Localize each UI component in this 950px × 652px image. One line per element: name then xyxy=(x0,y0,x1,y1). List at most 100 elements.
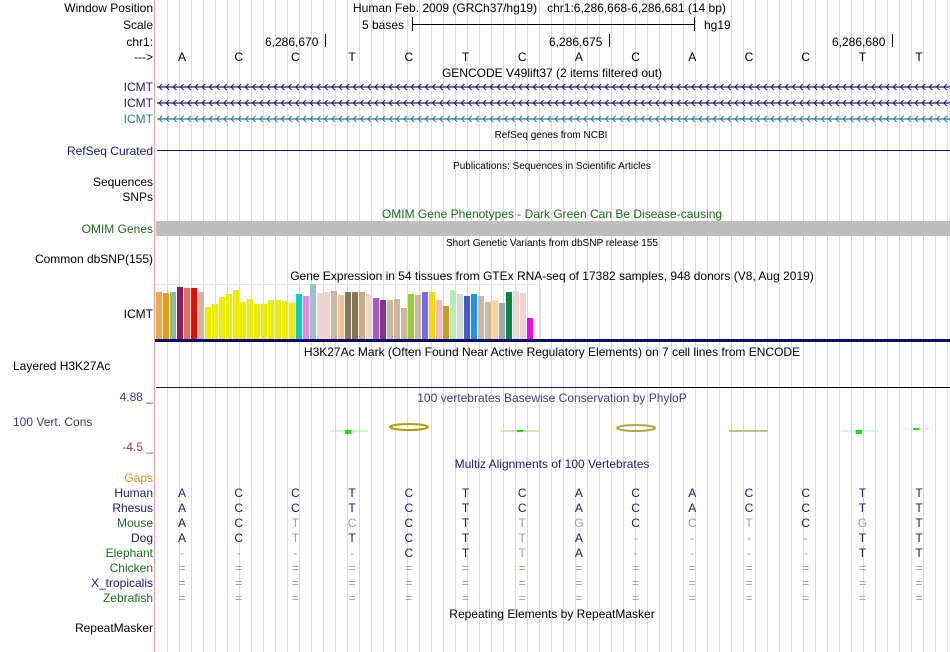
gtex-bar-t38[interactable] xyxy=(415,295,421,339)
gtex-bar-t49[interactable] xyxy=(492,300,498,339)
gtex-bar-t43[interactable] xyxy=(450,290,456,339)
h3k27ac-track-title[interactable]: H3K27Ac Mark (Often Found Near Active Re… xyxy=(303,345,801,359)
gtex-bar-t18[interactable] xyxy=(275,300,281,339)
gtex-bar-t47[interactable] xyxy=(478,296,484,339)
species-label-dog[interactable]: Dog xyxy=(130,531,153,545)
gencode-item-label-2[interactable]: ICMT xyxy=(123,96,153,110)
strand-arrow-icon xyxy=(892,83,897,91)
repeatmasker-label[interactable]: RepeatMasker xyxy=(74,621,153,635)
gtex-bar-t4[interactable] xyxy=(177,287,183,339)
gtex-bar-t10[interactable] xyxy=(219,297,225,339)
publications-track-title[interactable]: Publications: Sequences in Scientific Ar… xyxy=(453,161,651,172)
species-label-zebrafish[interactable]: Zebrafish xyxy=(102,591,153,605)
refseq-track-title[interactable]: RefSeq genes from NCBI xyxy=(494,130,608,141)
omim-label[interactable]: OMIM Genes xyxy=(81,222,153,236)
gtex-bar-t6[interactable] xyxy=(191,288,197,339)
gtex-bar-t23[interactable] xyxy=(310,284,316,339)
dbsnp-track-title[interactable]: Short Genetic Variants from dbSNP releas… xyxy=(446,238,658,249)
gtex-bar-t24[interactable] xyxy=(317,293,323,339)
alignment-base: = xyxy=(858,561,866,575)
gtex-bar-t8[interactable] xyxy=(205,307,211,339)
gtex-bar-t53[interactable] xyxy=(520,293,526,339)
gtex-bar-t44[interactable] xyxy=(457,294,463,339)
gtex-track-title[interactable]: Gene Expression in 54 tissues from GTEx … xyxy=(290,269,814,283)
gtex-bar-t28[interactable] xyxy=(345,292,351,339)
gtex-bar-t45[interactable] xyxy=(464,296,470,339)
gtex-bar-t20[interactable] xyxy=(289,303,295,339)
species-label-rhesus[interactable]: Rhesus xyxy=(112,501,153,515)
refseq-label[interactable]: RefSeq Curated xyxy=(66,144,153,158)
gtex-bar-t40[interactable] xyxy=(429,292,435,339)
strand-arrow-icon xyxy=(849,115,854,123)
gtex-bar-t42[interactable] xyxy=(443,306,449,339)
grid-line xyxy=(659,0,660,652)
gtex-bar-t48[interactable] xyxy=(485,302,491,339)
species-label-x_tropicalis[interactable]: X_tropicalis xyxy=(90,576,153,590)
gtex-bar-t21[interactable] xyxy=(296,294,302,339)
multiz-gaps-label[interactable]: Gaps xyxy=(124,471,153,485)
strand-arrow-icon xyxy=(345,99,350,107)
multiz-track-title[interactable]: Multiz Alignments of 100 Vertebrates xyxy=(454,457,650,471)
repeatmasker-track-title[interactable]: Repeating Elements by RepeatMasker xyxy=(449,607,655,621)
gencode-item-label-3[interactable]: ICMT xyxy=(123,112,153,126)
gtex-bar-t11[interactable] xyxy=(226,294,232,339)
gtex-bar-t46[interactable] xyxy=(471,294,477,339)
gtex-bar-t35[interactable] xyxy=(394,299,400,339)
gtex-bar-t51[interactable] xyxy=(506,292,512,339)
gtex-bar-t34[interactable] xyxy=(387,300,393,339)
phylop-label[interactable]: 100 Vert. Cons xyxy=(13,415,93,429)
gtex-bar-t41[interactable] xyxy=(436,300,442,339)
grid-line xyxy=(611,0,612,652)
gtex-bar-t7[interactable] xyxy=(198,292,204,339)
strand-arrow-icon xyxy=(655,83,660,91)
strand-arrow-icon xyxy=(669,99,674,107)
gencode-track-title[interactable]: GENCODE V49lift37 (2 items filtered out) xyxy=(441,66,663,80)
gtex-bar-t15[interactable] xyxy=(254,304,260,339)
omim-gene-bar[interactable] xyxy=(156,221,950,236)
gtex-bar-t33[interactable] xyxy=(380,300,386,339)
gtex-bar-t27[interactable] xyxy=(338,295,344,339)
omim-track-title[interactable]: OMIM Gene Phenotypes - Dark Green Can Be… xyxy=(381,207,723,221)
gencode-item-label-1[interactable]: ICMT xyxy=(123,80,153,94)
gtex-bar-t5[interactable] xyxy=(184,288,190,339)
gtex-bar-t12[interactable] xyxy=(233,290,239,339)
grid-line xyxy=(911,0,912,652)
gtex-bar-t52[interactable] xyxy=(513,291,519,339)
species-label-elephant[interactable]: Elephant xyxy=(105,546,153,560)
gtex-bar-t22[interactable] xyxy=(303,296,309,339)
h3k27ac-label[interactable]: Layered H3K27Ac xyxy=(13,359,111,373)
gtex-bar-t9[interactable] xyxy=(212,304,218,339)
gtex-bar-t2[interactable] xyxy=(163,293,169,339)
species-label-human[interactable]: Human xyxy=(114,486,153,500)
gtex-bar-t29[interactable] xyxy=(352,292,358,339)
gtex-bar-t54[interactable] xyxy=(527,318,533,339)
publications-label-sequences[interactable]: Sequences xyxy=(92,175,153,189)
gtex-bar-t39[interactable] xyxy=(422,292,428,339)
gtex-bar-t19[interactable] xyxy=(282,301,288,339)
gtex-bar-t50[interactable] xyxy=(499,303,505,339)
refseq-gene-line[interactable] xyxy=(157,150,950,151)
gtex-bar-t36[interactable] xyxy=(401,308,407,339)
gtex-bar-t26[interactable] xyxy=(331,291,337,339)
species-label-mouse[interactable]: Mouse xyxy=(116,516,153,530)
gtex-bar-t13[interactable] xyxy=(240,302,246,339)
alignment-base: = xyxy=(178,576,186,590)
phylop-track-title[interactable]: 100 vertebrates Basewise Conservation by… xyxy=(417,391,687,405)
phylop-signal[interactable] xyxy=(155,415,950,445)
dbsnp-label[interactable]: Common dbSNP(155) xyxy=(34,252,153,266)
gtex-label[interactable]: ICMT xyxy=(123,307,153,321)
gtex-bar-t37[interactable] xyxy=(408,294,414,339)
species-label-chicken[interactable]: Chicken xyxy=(109,561,153,575)
gtex-bar-t1[interactable] xyxy=(156,292,162,339)
publications-label-snps[interactable]: SNPs xyxy=(122,190,153,204)
alignment-base: = xyxy=(915,561,923,575)
gtex-bar-t30[interactable] xyxy=(359,292,365,339)
gtex-bar-t16[interactable] xyxy=(261,304,267,339)
gtex-bar-t31[interactable] xyxy=(366,294,372,339)
gencode-transcripts[interactable] xyxy=(155,80,950,126)
gtex-bar-t25[interactable] xyxy=(324,292,330,339)
gtex-bar-t3[interactable] xyxy=(170,292,176,339)
gtex-bar-t17[interactable] xyxy=(268,300,274,339)
gtex-bar-t14[interactable] xyxy=(247,299,253,339)
gtex-bar-t32[interactable] xyxy=(373,298,379,339)
